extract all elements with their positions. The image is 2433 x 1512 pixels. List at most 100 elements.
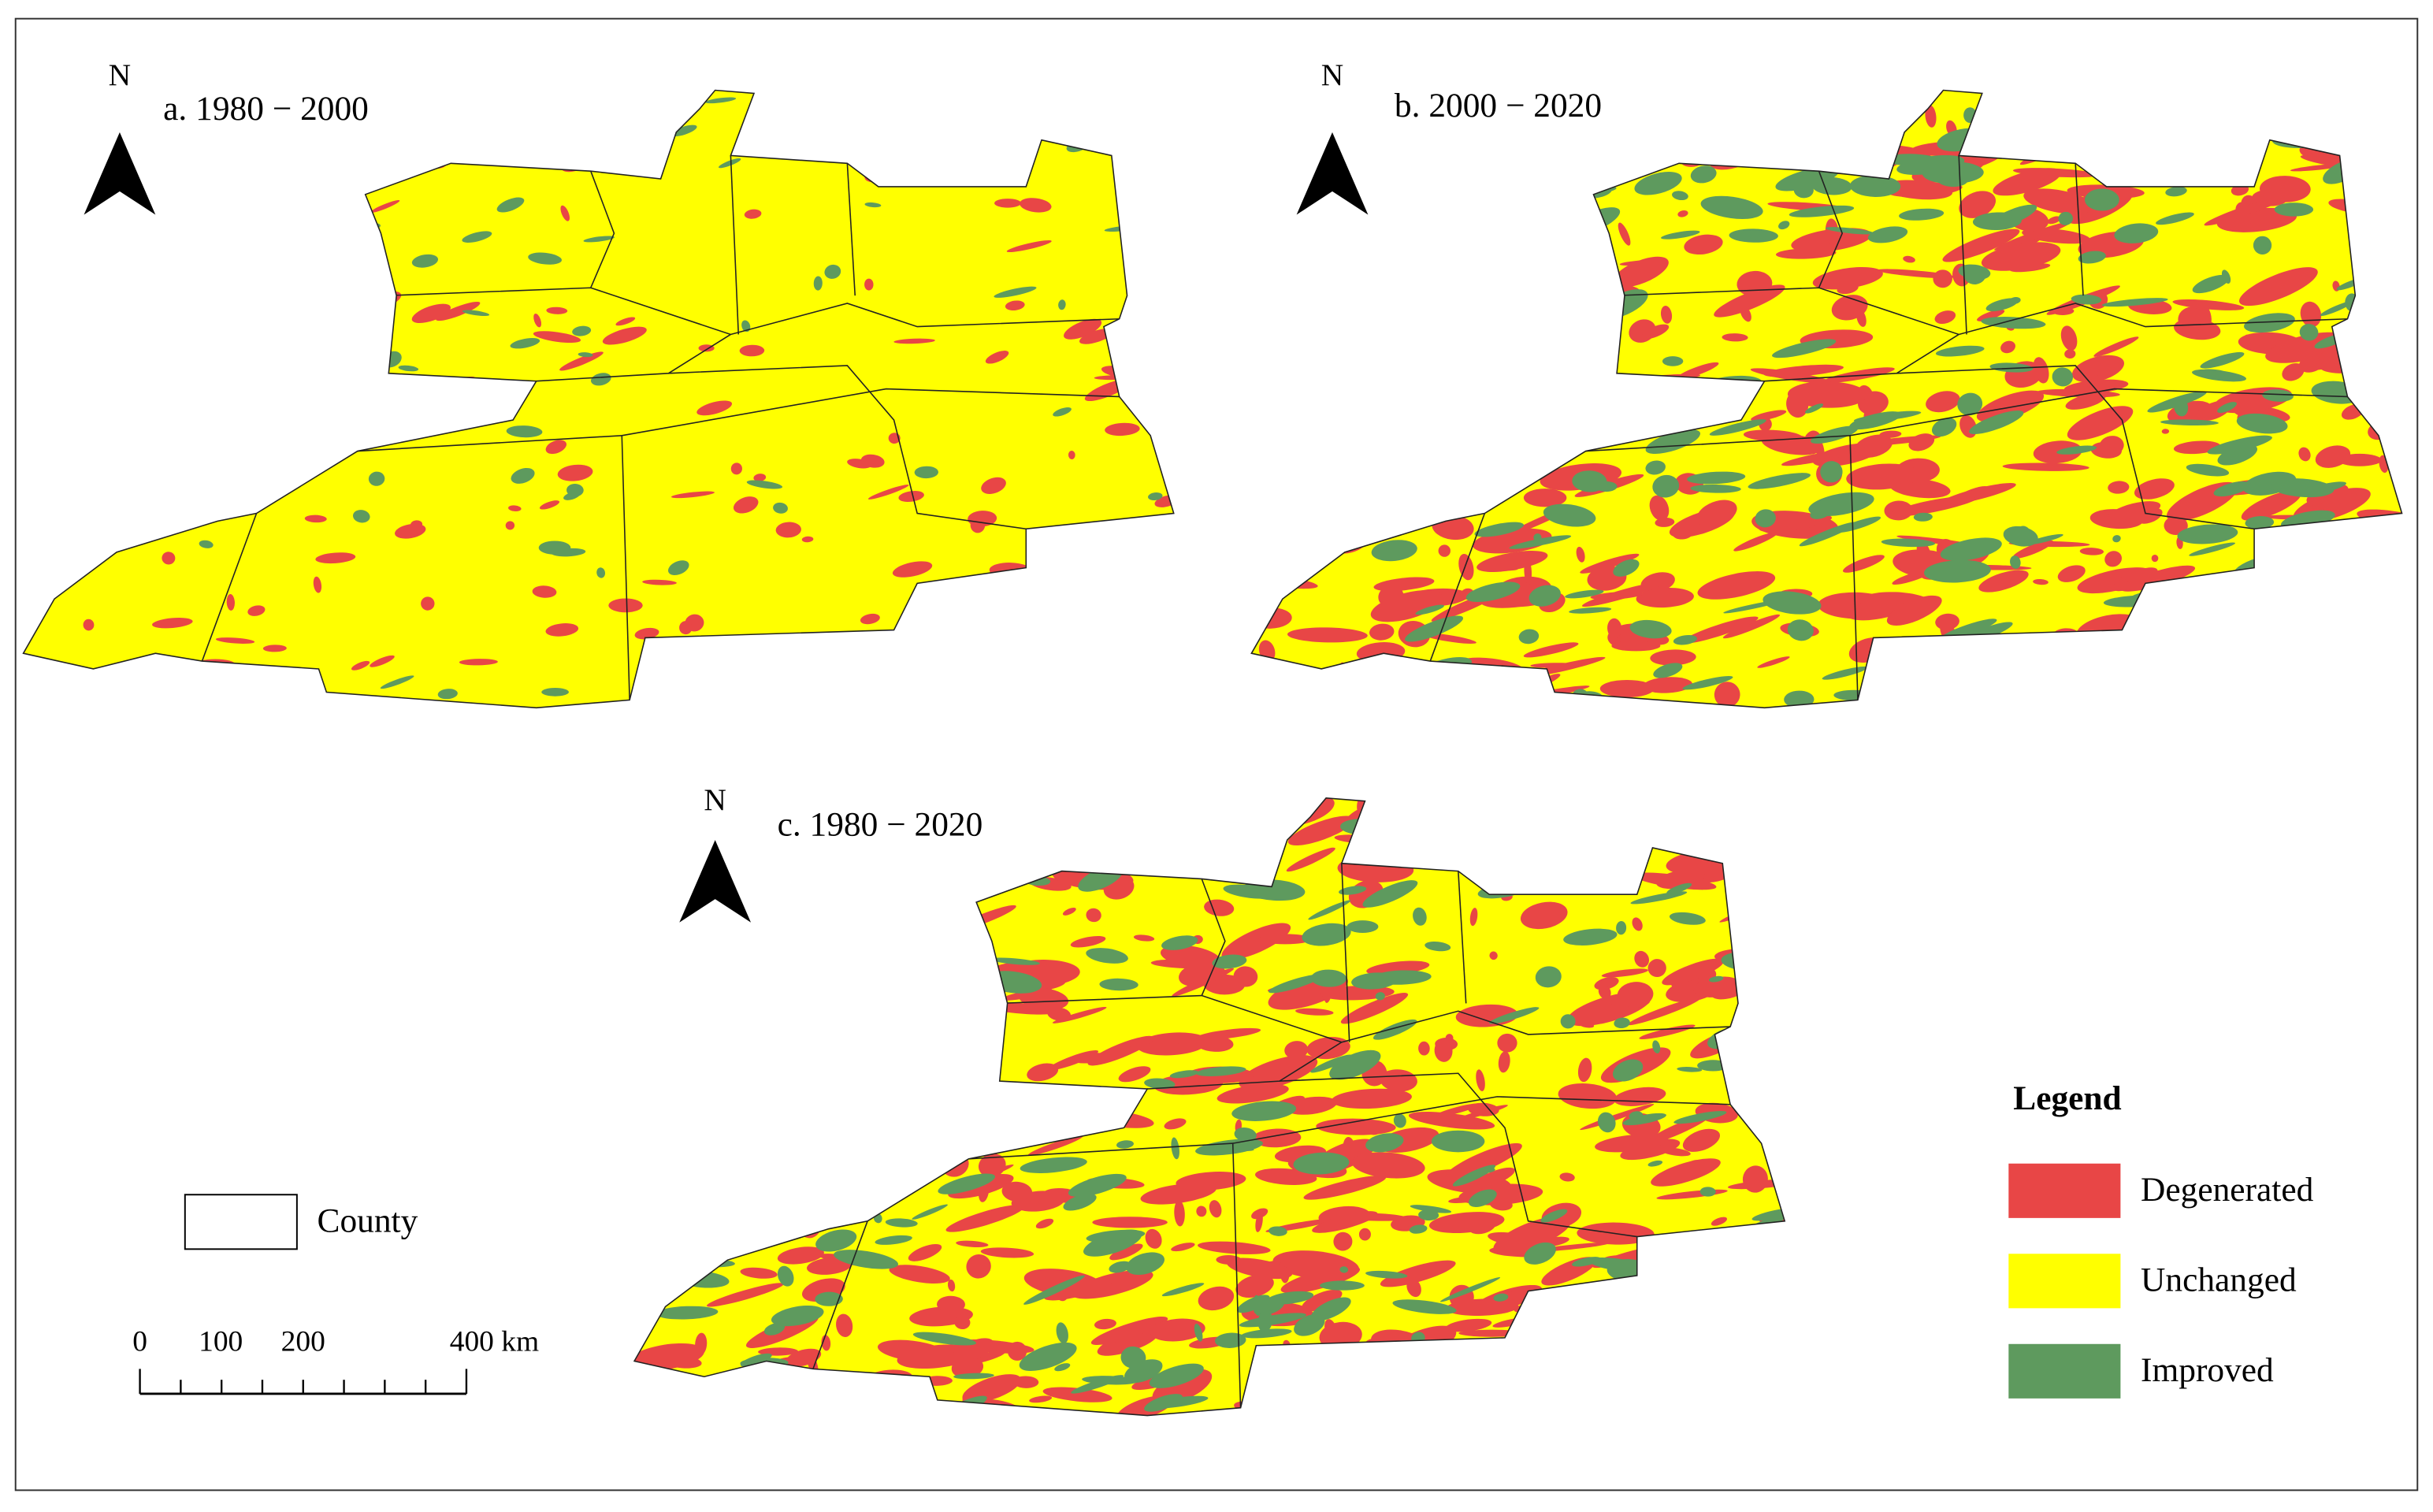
- change-patch: [1649, 1336, 1676, 1357]
- change-patch: [510, 338, 540, 349]
- change-patch: [2189, 542, 2235, 556]
- change-patch: [1559, 1172, 1575, 1182]
- legend-swatch: [2008, 1254, 2121, 1309]
- change-patch: [1934, 310, 1956, 325]
- change-patch: [1161, 935, 1198, 950]
- change-patch: [1251, 481, 1305, 499]
- change-patch: [834, 1250, 899, 1269]
- change-patch: [1445, 1318, 1492, 1332]
- change-patch: [1601, 968, 1648, 978]
- map-panel: Nb. 2000 − 2020: [1250, 58, 2403, 709]
- change-patch: [667, 560, 689, 576]
- change-patch: [1714, 682, 1740, 708]
- change-patch: [1409, 154, 1451, 165]
- change-patch: [699, 937, 749, 971]
- change-patch: [1844, 108, 1890, 130]
- county-boundary: [1818, 170, 1844, 288]
- change-patch: [1056, 1322, 1068, 1344]
- change-patch: [1347, 920, 1379, 933]
- change-patch: [2009, 263, 2051, 273]
- change-patch: [370, 655, 395, 667]
- change-patch: [1610, 1348, 1647, 1359]
- change-patch: [826, 1083, 842, 1097]
- change-patch: [1310, 969, 1347, 987]
- change-patch: [1650, 649, 1696, 666]
- change-patch: [878, 860, 904, 879]
- county-label: County: [318, 1202, 418, 1240]
- change-patch: [1877, 269, 1956, 279]
- change-patch: [1593, 1287, 1639, 1310]
- change-patch: [860, 454, 885, 468]
- change-patch: [1670, 385, 1751, 401]
- change-patch: [1339, 1266, 1349, 1273]
- change-patch: [778, 872, 801, 879]
- change-patch: [615, 317, 636, 326]
- change-patch: [1643, 677, 1692, 693]
- change-patch: [726, 856, 769, 872]
- change-patch: [807, 918, 860, 934]
- change-patch: [1558, 1083, 1617, 1109]
- change-patch: [1014, 585, 1056, 601]
- change-patch: [1506, 155, 1577, 162]
- change-patch: [1344, 220, 1360, 237]
- change-patch: [864, 1092, 878, 1116]
- change-patch: [1625, 1404, 1675, 1416]
- change-patch: [1759, 515, 1833, 533]
- change-patch: [306, 388, 351, 405]
- change-patch: [1144, 1078, 1176, 1090]
- county-boundary: [622, 388, 1120, 437]
- change-patch: [1789, 129, 1825, 146]
- change-patch: [1787, 381, 1867, 408]
- change-patch: [2123, 150, 2179, 165]
- change-patch: [2234, 125, 2268, 139]
- change-patch: [237, 455, 266, 464]
- change-patch: [1709, 419, 1766, 436]
- change-patch: [745, 1052, 770, 1067]
- change-patch: [793, 918, 841, 945]
- change-patch: [2160, 124, 2172, 145]
- county-boundary: [388, 287, 1120, 336]
- change-patch: [828, 1131, 882, 1150]
- change-patch: [1251, 303, 1286, 325]
- change-patch: [1462, 1355, 1504, 1371]
- change-patch: [948, 139, 975, 154]
- change-patch: [1524, 1242, 1556, 1265]
- change-patch: [1361, 476, 1391, 484]
- change-patch: [84, 251, 113, 265]
- change-patch: [1489, 1198, 1513, 1211]
- change-patch: [1413, 907, 1427, 926]
- change-patch: [1815, 439, 1825, 464]
- change-patch: [1672, 191, 1688, 201]
- change-patch: [704, 97, 737, 104]
- change-patch: [746, 1008, 795, 1035]
- change-patch: [1755, 1380, 1781, 1388]
- change-patch: [330, 199, 355, 213]
- change-patch: [885, 1218, 918, 1228]
- change-patch: [1445, 147, 1462, 169]
- change-patch: [1696, 500, 1737, 527]
- change-patch: [2270, 478, 2335, 498]
- change-patch: [496, 197, 525, 213]
- change-patch: [1005, 849, 1090, 866]
- change-patch: [1543, 174, 1595, 181]
- change-patch: [1662, 958, 1724, 986]
- change-patch: [199, 238, 241, 251]
- change-patch: [994, 286, 1037, 298]
- change-patch: [678, 1402, 734, 1414]
- change-patch: [596, 567, 606, 578]
- change-patch: [1533, 533, 1542, 542]
- change-patch: [659, 1027, 696, 1041]
- change-patch: [1280, 495, 1324, 511]
- change-patch: [2057, 565, 2086, 582]
- change-patch: [1611, 388, 1634, 395]
- change-patch: [1295, 520, 1302, 528]
- change-patch: [1569, 607, 1612, 614]
- change-patch: [1111, 96, 1150, 110]
- change-patch: [1027, 1135, 1083, 1156]
- change-patch: [1775, 166, 1840, 191]
- north-arrow: [84, 132, 156, 215]
- change-patch: [1774, 1087, 1785, 1104]
- change-patch: [2340, 333, 2377, 350]
- change-patch: [1616, 920, 1627, 935]
- change-patch: [2188, 607, 2253, 618]
